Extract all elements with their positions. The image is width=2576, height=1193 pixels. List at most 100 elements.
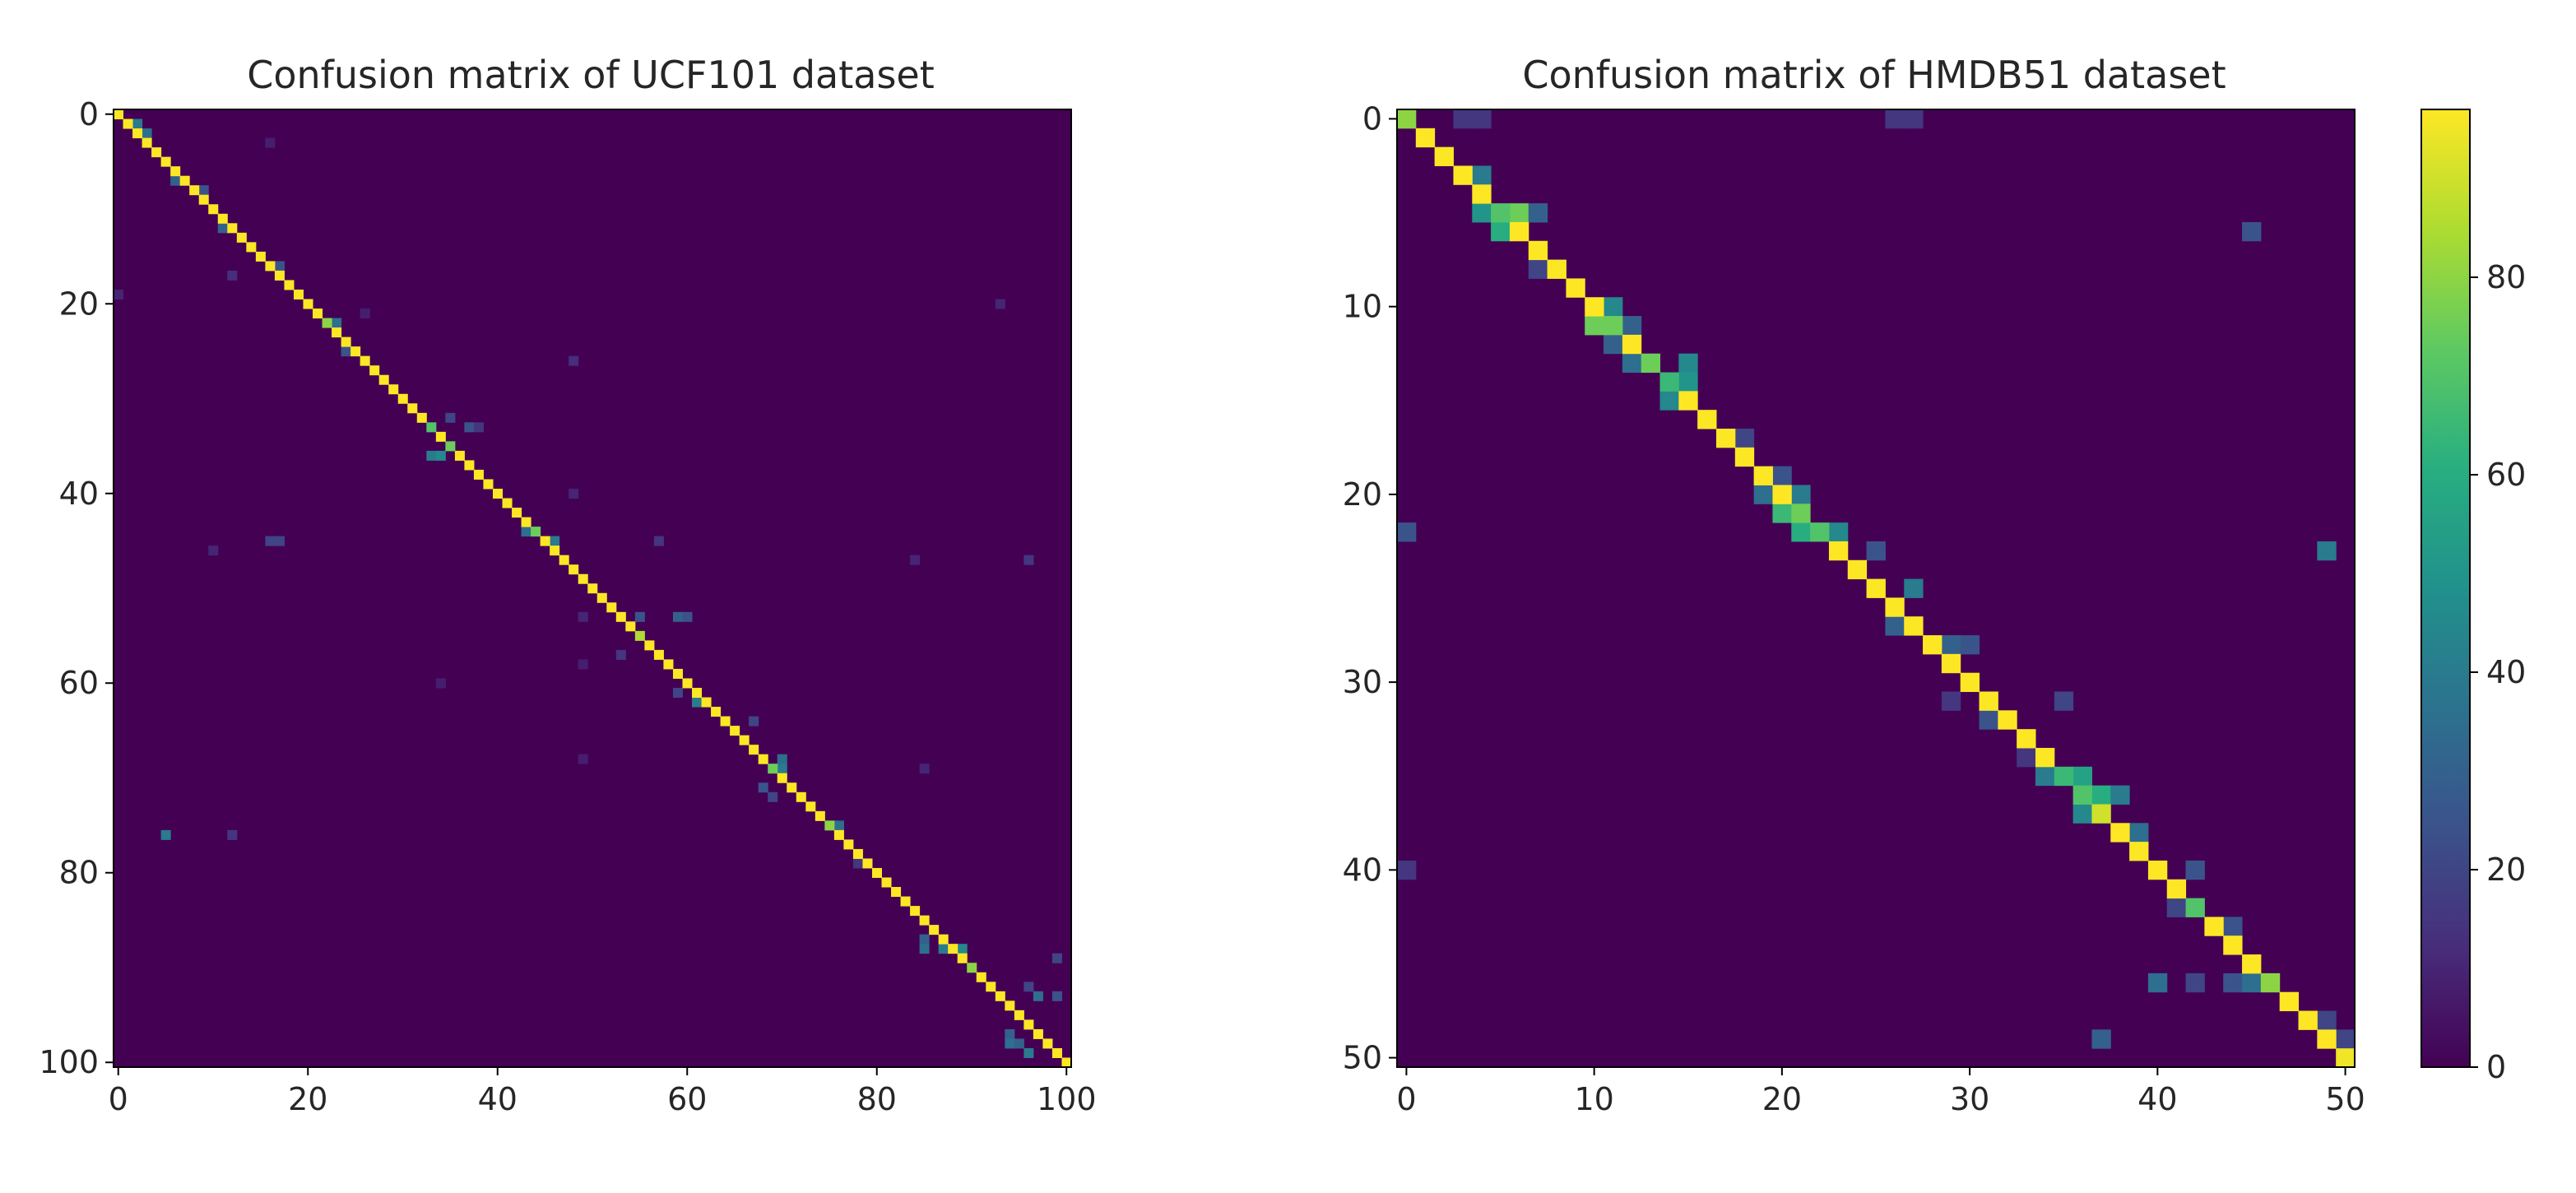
- hmdb51-x-tick-label: 40: [2137, 1081, 2177, 1117]
- ucf101-cell: [160, 829, 171, 840]
- hmdb51-cell: [1772, 504, 1792, 523]
- ucf101-cell: [227, 270, 238, 281]
- hmdb51-cell: [2242, 221, 2262, 242]
- hmdb51-x-axis: 0 10 20 30 40 50: [1396, 1067, 2365, 1117]
- ucf101-cell: [360, 309, 370, 319]
- ucf101-cell: [672, 611, 683, 622]
- ucf101-diagonal-cell: [540, 536, 550, 546]
- hmdb51-y-tick-label: 0: [1362, 100, 1382, 137]
- ucf101-heatmap: [114, 109, 1072, 1068]
- hmdb51-cell: [1791, 485, 1811, 504]
- ucf101-cell: [435, 450, 446, 461]
- ucf101-diagonal-cell: [891, 887, 902, 898]
- hmdb51-diagonal-cell: [1810, 522, 1830, 542]
- colorbar-tick-label: 80: [2486, 259, 2526, 295]
- ucf101-diagonal-cell: [701, 697, 712, 708]
- hmdb51-cell: [1397, 860, 1417, 880]
- hmdb51-cell: [2223, 917, 2243, 936]
- ucf101-diagonal-cell: [852, 848, 863, 859]
- ucf101-diagonal-cell: [1042, 1038, 1053, 1049]
- hmdb51-x-tick-label: 50: [2325, 1081, 2365, 1117]
- ucf101-diagonal-cell: [378, 374, 389, 385]
- ucf101-cell: [426, 450, 437, 461]
- hmdb51-y-tick-label: 10: [1343, 289, 1382, 325]
- hmdb51-diagonal-cell: [1585, 297, 1604, 317]
- hmdb51-cell: [2185, 973, 2205, 993]
- ucf101-diagonal-cell: [293, 289, 304, 299]
- ucf101-cell: [265, 536, 276, 546]
- hmdb51-x-tick-label: 10: [1574, 1081, 1613, 1117]
- ucf101-diagonal-cell: [938, 934, 949, 945]
- hmdb51-diagonal-cell: [2035, 748, 2055, 768]
- ucf101-diagonal-cell: [142, 137, 152, 148]
- ucf101-cell: [672, 688, 683, 699]
- ucf101-diagonal-cell: [871, 867, 883, 879]
- hmdb51-y-tick-label: 50: [1343, 1040, 1382, 1076]
- ucf101-cell: [919, 944, 930, 954]
- hmdb51-diagonal-cell: [2336, 1048, 2356, 1068]
- ucf101-diagonal-cell: [843, 839, 854, 850]
- hmdb51-diagonal-cell: [1491, 203, 1511, 223]
- ucf101-diagonal-cell: [967, 963, 977, 973]
- hmdb51-cell: [2091, 1029, 2111, 1049]
- hmdb51-cell: [1509, 203, 1529, 223]
- ucf101-diagonal-cell: [313, 309, 323, 319]
- ucf101-y-tick-label: 60: [59, 665, 99, 701]
- ucf101-diagonal-cell: [179, 175, 190, 186]
- ucf101-diagonal-cell: [369, 365, 380, 376]
- ucf101-plot-frame: [113, 109, 1072, 1068]
- ucf101-cell: [768, 791, 778, 802]
- hmdb51-plot-frame: [1396, 109, 2356, 1068]
- hmdb51-diagonal-cell: [2147, 860, 2168, 880]
- ucf101-diagonal-cell: [986, 982, 996, 992]
- hmdb51-diagonal-cell: [1622, 334, 1642, 355]
- ucf101-cell: [615, 649, 626, 660]
- ucf101-diagonal-cell: [777, 773, 787, 783]
- hmdb51-diagonal-cell: [1659, 372, 1679, 392]
- ucf101-diagonal-cell: [483, 479, 494, 490]
- ucf101-diagonal-cell: [587, 583, 598, 594]
- colorbar-tick-label: 60: [2486, 457, 2526, 493]
- ucf101-diagonal-cell: [160, 156, 171, 167]
- ucf101-diagonal-cell: [796, 791, 806, 802]
- hmdb51-title: Confusion matrix of HMDB51 dataset: [1522, 53, 2226, 97]
- hmdb51-cell: [1622, 353, 1642, 374]
- hmdb51-diagonal-cell: [1716, 429, 1736, 448]
- ucf101-diagonal-cell: [454, 450, 465, 461]
- hmdb51-cell: [1904, 578, 1924, 598]
- ucf101-cell: [777, 754, 787, 764]
- ucf101-cell: [578, 659, 588, 670]
- ucf101-diagonal-cell: [663, 659, 674, 670]
- ucf101-diagonal-cell: [559, 555, 569, 565]
- ucf101-diagonal-cell: [1014, 1010, 1024, 1020]
- ucf101-diagonal-cell: [445, 441, 456, 452]
- hmdb51-cell: [1753, 485, 1773, 504]
- ucf101-diagonal-cell: [1061, 1057, 1072, 1068]
- hmdb51-diagonal-cell: [1453, 165, 1473, 185]
- hmdb51-cell: [1885, 616, 1905, 636]
- ucf101-x-tick-label: 60: [667, 1081, 707, 1117]
- ucf101-diagonal-cell: [824, 820, 835, 831]
- ucf101-diagonal-cell: [1005, 1000, 1015, 1011]
- hmdb51-cell: [2110, 785, 2130, 805]
- hmdb51-cell: [1791, 522, 1811, 542]
- ucf101-cell: [749, 716, 759, 726]
- ucf101-x-tick-label: 0: [109, 1081, 128, 1117]
- ucf101-diagonal-cell: [805, 801, 816, 812]
- colorbar-ticks: 0 20 40 60 80: [2470, 259, 2526, 1085]
- ucf101-diagonal-cell: [815, 810, 825, 821]
- ucf101-diagonal-cell: [995, 991, 1005, 1001]
- ucf101-diagonal-cell: [114, 109, 124, 120]
- ucf101-diagonal-cell: [274, 270, 285, 281]
- hmdb51-cell: [1659, 391, 1679, 411]
- hmdb51-diagonal-cell: [2166, 879, 2187, 899]
- colorbar-tick-label: 0: [2486, 1049, 2506, 1085]
- ucf101-y-tick-label: 100: [39, 1044, 99, 1080]
- hmdb51-cell: [1734, 429, 1755, 448]
- ucf101-diagonal-cell: [198, 194, 209, 205]
- hmdb51-diagonal-cell: [1528, 240, 1548, 261]
- ucf101-cell: [274, 536, 285, 546]
- ucf101-cell: [341, 346, 351, 357]
- ucf101-cell: [852, 858, 863, 869]
- ucf101-diagonal-cell: [957, 953, 968, 963]
